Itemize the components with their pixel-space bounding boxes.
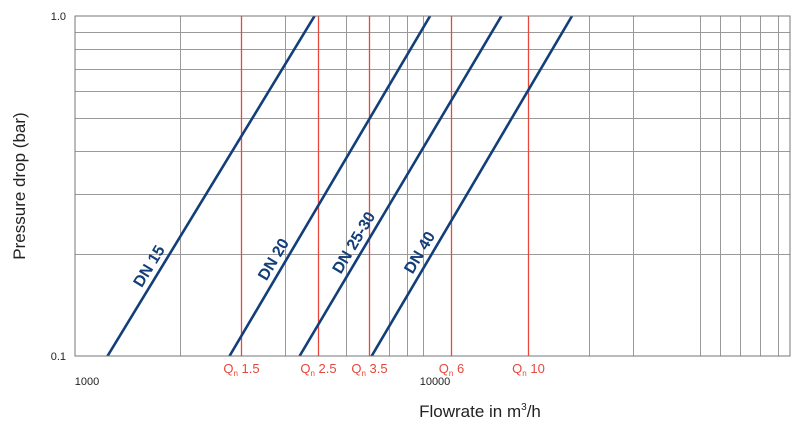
grid bbox=[75, 16, 790, 356]
reference-lines bbox=[240, 16, 530, 356]
q-label-main: Q bbox=[300, 361, 310, 376]
y-axis-title: Pressure drop (bar) bbox=[10, 112, 29, 259]
q-label-value: 6 bbox=[453, 361, 464, 376]
q-label-main: Q bbox=[439, 361, 449, 376]
x-axis-title: Flowrate in m3/h bbox=[419, 402, 541, 421]
tick-labels: 1000 10000 0.1 1.0 bbox=[51, 11, 451, 388]
q-label-main: Q bbox=[351, 361, 361, 376]
x-axis-title-sup: 3 bbox=[521, 402, 527, 413]
q-label-value: 3.5 bbox=[366, 361, 388, 376]
q-label-main: Q bbox=[512, 361, 522, 376]
plot-frame bbox=[74, 15, 791, 357]
q-label-value: 10 bbox=[527, 361, 545, 376]
q-label-value: 2.5 bbox=[315, 361, 337, 376]
curves bbox=[106, 16, 574, 356]
x-tick-label: 1000 bbox=[75, 376, 99, 388]
series-line bbox=[298, 16, 503, 356]
q-label: Qn 10 bbox=[512, 361, 545, 378]
q-labels: Qn 1.5 Qn 2.5 Qn 3.5 Qn 6 Qn 10 bbox=[223, 361, 544, 378]
y-tick-label: 0.1 bbox=[51, 351, 66, 363]
q-label: Qn 6 bbox=[439, 361, 464, 378]
q-label-sub: n bbox=[310, 369, 314, 378]
x-axis-title-suffix: /h bbox=[527, 402, 541, 421]
series-line bbox=[106, 16, 316, 356]
series-line bbox=[228, 16, 432, 356]
q-label-value: 1.5 bbox=[238, 361, 260, 376]
q-label: Qn 2.5 bbox=[300, 361, 336, 378]
x-axis-title-prefix: Flowrate in m bbox=[419, 402, 521, 421]
q-label-main: Q bbox=[223, 361, 233, 376]
series-label: DN 25-30 bbox=[330, 209, 380, 277]
q-label: Qn 1.5 bbox=[223, 361, 259, 378]
y-tick-label: 1.0 bbox=[51, 11, 66, 23]
series-line bbox=[370, 16, 574, 356]
x-tick-label: 10000 bbox=[420, 376, 451, 388]
q-label-sub: n bbox=[361, 369, 365, 378]
q-label-sub: n bbox=[449, 369, 453, 378]
q-label-sub: n bbox=[522, 369, 526, 378]
curve-labels: DN 15 DN 20 DN 25-30 DN 40 bbox=[131, 209, 439, 290]
q-label-sub: n bbox=[233, 369, 237, 378]
q-label: Qn 3.5 bbox=[351, 361, 387, 378]
